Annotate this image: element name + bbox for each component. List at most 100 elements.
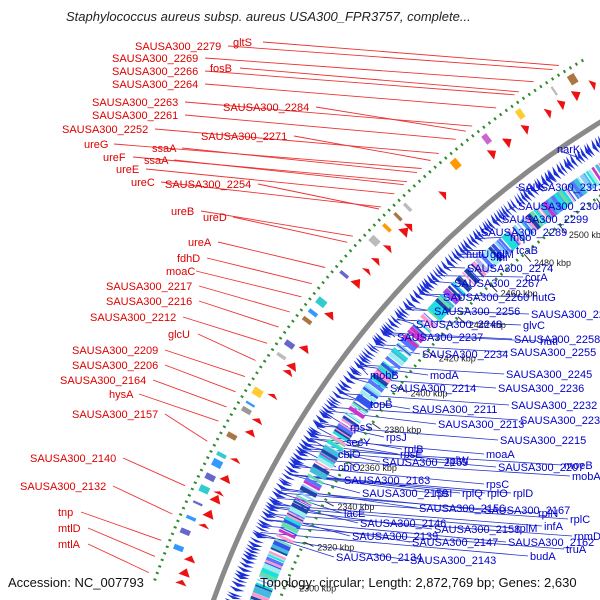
minus-strand-gene xyxy=(261,510,277,518)
leader-line xyxy=(152,379,227,408)
minus-strand-gene xyxy=(335,385,349,396)
feature-block xyxy=(276,351,287,361)
minus-strand-gene xyxy=(382,323,396,334)
leader-line xyxy=(239,67,519,93)
minus-strand-gene xyxy=(384,321,397,332)
feature-block xyxy=(280,526,297,536)
kbp-tick-label: 2300 kbp xyxy=(299,584,336,594)
gene-label-left: fosB xyxy=(210,63,232,75)
minus-strand-gene xyxy=(482,221,493,234)
gene-label-right: SAUSA300_2299 xyxy=(502,214,588,226)
minus-strand-gene xyxy=(327,397,341,407)
leader-line xyxy=(198,300,279,328)
feature-block xyxy=(382,223,392,233)
kbp-tick-label: 2380 kbp xyxy=(384,425,421,435)
feature-block xyxy=(173,543,185,553)
gene-label-right: SAUSA300_2169 xyxy=(382,457,468,469)
leader-line xyxy=(336,396,411,410)
gene-label-left: hysA xyxy=(109,389,134,401)
leader-line xyxy=(419,293,442,298)
feature-block xyxy=(449,157,462,171)
minus-strand-gene xyxy=(367,342,381,352)
feature-block xyxy=(570,179,585,198)
feature-block xyxy=(443,289,459,304)
gene-label-left: SAUSA300_2157 xyxy=(72,409,158,421)
gene-label-left: ureD xyxy=(203,212,227,224)
feature-block xyxy=(458,275,473,290)
genome-backbone xyxy=(210,119,600,600)
plus-strand-gene xyxy=(198,523,210,530)
leader-line xyxy=(198,285,290,313)
gene-label-right: mqo xyxy=(510,232,531,244)
feature-block xyxy=(524,214,540,232)
leader-line xyxy=(204,57,534,83)
minus-strand-gene xyxy=(434,266,446,278)
gene-label-right: tcaB xyxy=(516,245,538,257)
feature-block xyxy=(245,400,256,408)
gene-label-right: SAUSA300_2258 xyxy=(514,334,600,346)
feature-block xyxy=(345,411,362,423)
plus-strand-gene xyxy=(282,369,293,378)
feature-block xyxy=(326,438,344,452)
minus-strand-gene xyxy=(269,496,284,504)
gene-label-right: SAUSA300_2255 xyxy=(510,347,596,359)
feature-block xyxy=(472,261,487,277)
gene-label-left: ssaA xyxy=(144,155,169,167)
feature-block xyxy=(299,485,318,498)
feature-block xyxy=(566,73,579,86)
gene-label-right: SAUSA300_2306 xyxy=(518,201,600,213)
leader-line xyxy=(310,438,399,455)
feature-block xyxy=(585,170,599,187)
leader-line xyxy=(262,41,559,66)
plus-strand-gene xyxy=(398,227,409,238)
minus-strand-gene xyxy=(247,540,263,547)
gene-label-right: rpsJ xyxy=(386,432,407,444)
gene-label-right: SAUSA300_2159 xyxy=(362,488,448,500)
feature-block xyxy=(392,347,409,361)
gene-label-right: SAUSA300_2214 xyxy=(390,383,476,395)
feature-block xyxy=(594,164,600,174)
gene-label-right: budA xyxy=(530,551,556,563)
minus-strand-gene xyxy=(507,200,518,213)
plus-strand-gene xyxy=(267,393,278,401)
minus-strand-gene xyxy=(372,336,385,347)
gene-label-right: SAUSA300_2237 xyxy=(397,332,483,344)
feature-block xyxy=(342,415,359,427)
feature-block xyxy=(283,518,301,530)
gene-label-right: galM xyxy=(490,249,514,261)
gene-label-right: SAUSA300_2260 xyxy=(443,292,529,304)
feature-block xyxy=(350,404,367,416)
feature-block xyxy=(385,355,402,370)
feature-block xyxy=(332,429,351,443)
feature-block xyxy=(485,248,501,265)
plus-strand-gene xyxy=(361,268,371,276)
plus-strand-gene xyxy=(175,579,187,587)
feature-block xyxy=(295,494,313,505)
plus-strand-gene xyxy=(588,80,596,91)
feature-block xyxy=(467,267,481,281)
minus-strand-gene xyxy=(281,472,296,481)
feature-block xyxy=(179,527,191,537)
feature-block xyxy=(255,582,274,591)
gene-label-left: SAUSA300_2216 xyxy=(106,296,192,308)
feature-block xyxy=(356,393,374,407)
minus-strand-gene xyxy=(390,314,403,326)
feature-block xyxy=(251,386,264,399)
minus-strand-gene xyxy=(519,190,530,204)
minus-strand-gene xyxy=(591,139,600,153)
gene-label-right: SAUSA300_2273 xyxy=(531,309,600,321)
kbp-tick-label: 2400 kbp xyxy=(411,389,448,399)
feature-block xyxy=(286,512,304,522)
feature-block xyxy=(437,295,454,311)
plus-strand-gene xyxy=(213,491,224,497)
feature-block xyxy=(368,234,381,247)
feature-block xyxy=(354,394,373,410)
plus-strand-gene xyxy=(183,555,196,564)
minus-strand-gene xyxy=(285,465,300,474)
feature-block xyxy=(310,464,329,479)
feature-block xyxy=(563,186,575,203)
feature-block xyxy=(295,496,312,507)
minus-strand-gene xyxy=(366,343,379,354)
feature-block xyxy=(280,521,300,534)
feature-block xyxy=(322,444,341,459)
